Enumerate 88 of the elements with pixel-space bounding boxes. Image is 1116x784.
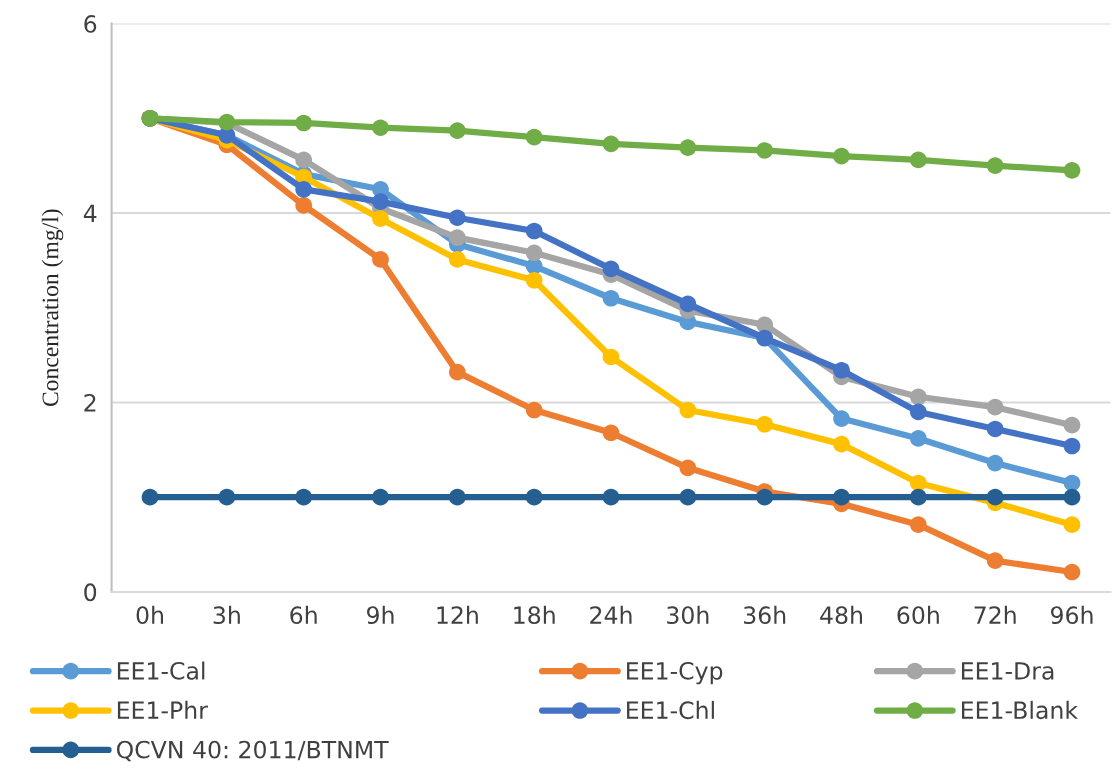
point <box>986 420 1004 438</box>
point <box>602 260 620 278</box>
x-tick-label: 30h <box>667 605 709 625</box>
point <box>756 142 774 159</box>
legend-label: EE1-Blank <box>962 700 1078 720</box>
point <box>1063 563 1081 581</box>
point <box>602 424 620 442</box>
point <box>1063 488 1081 506</box>
legend-label: QCVN 40: 2011/BTNMT <box>116 740 389 762</box>
point <box>833 435 850 453</box>
y-tick-label: 2 <box>84 393 96 412</box>
point <box>602 348 620 366</box>
point <box>602 135 620 153</box>
point <box>602 488 620 506</box>
point <box>449 251 466 268</box>
point <box>1063 474 1081 492</box>
x-tick-label: 24h <box>590 605 632 624</box>
point <box>372 488 389 506</box>
point <box>1063 437 1081 455</box>
point <box>295 151 313 169</box>
point <box>679 401 697 419</box>
point <box>910 388 927 406</box>
point <box>756 415 774 433</box>
legend-label: EE1-Cyp <box>627 661 723 685</box>
point <box>1063 162 1081 179</box>
point <box>372 210 389 227</box>
x-tick-label: 0h <box>136 605 164 625</box>
legend-label: EE1-Cal <box>117 661 205 680</box>
point <box>295 197 313 214</box>
point <box>218 488 236 506</box>
point <box>679 459 697 477</box>
point <box>525 222 543 240</box>
point <box>986 488 1004 506</box>
point <box>295 180 313 198</box>
point <box>833 361 850 379</box>
x-tick-label: 60h <box>897 605 939 625</box>
y-axis-title: Concentration (mg/l) <box>41 209 64 407</box>
point <box>449 229 466 246</box>
legend-label: EE1-Phr <box>117 700 208 719</box>
point <box>525 401 543 419</box>
point <box>986 552 1004 569</box>
point <box>833 410 850 427</box>
point <box>679 139 697 156</box>
point <box>833 147 850 165</box>
point <box>525 244 543 262</box>
y-tick-label: 6 <box>84 14 97 33</box>
point <box>449 488 466 506</box>
point <box>295 488 313 506</box>
point <box>449 363 466 381</box>
x-tick-label: 36h <box>743 605 786 625</box>
legend-label: EE1-Chl <box>627 700 714 720</box>
point <box>679 295 697 313</box>
point <box>833 488 850 506</box>
x-tick-label: 12h <box>437 605 478 624</box>
y-tick-label: 4 <box>83 204 97 222</box>
x-tick-label: 9h <box>367 605 394 625</box>
point <box>295 114 313 132</box>
point <box>525 488 543 506</box>
x-tick-label: 6h <box>290 605 317 625</box>
point <box>986 398 1004 416</box>
point <box>372 119 389 137</box>
point <box>525 271 543 289</box>
point <box>910 151 927 169</box>
point <box>986 157 1004 174</box>
point <box>910 430 927 447</box>
point <box>525 128 543 146</box>
point <box>986 454 1004 472</box>
point <box>1063 516 1081 533</box>
point <box>910 488 927 506</box>
point <box>910 403 927 421</box>
point <box>141 488 159 506</box>
point <box>679 488 697 506</box>
point <box>756 488 774 506</box>
x-tick-label: 48h <box>820 605 863 625</box>
point <box>910 474 927 492</box>
point <box>372 193 389 210</box>
point <box>449 209 466 227</box>
point <box>910 516 927 533</box>
point <box>1063 416 1081 434</box>
point <box>449 122 466 139</box>
x-tick-label: 18h <box>514 605 555 625</box>
legend-label: EE1-Dra <box>962 662 1054 680</box>
point <box>372 251 389 268</box>
point <box>602 289 620 307</box>
x-tick-label: 72h <box>974 605 1016 624</box>
y-tick-label: 0 <box>84 583 97 602</box>
x-tick-label: 3h <box>213 605 240 625</box>
x-tick-label: 96h <box>1050 605 1093 625</box>
